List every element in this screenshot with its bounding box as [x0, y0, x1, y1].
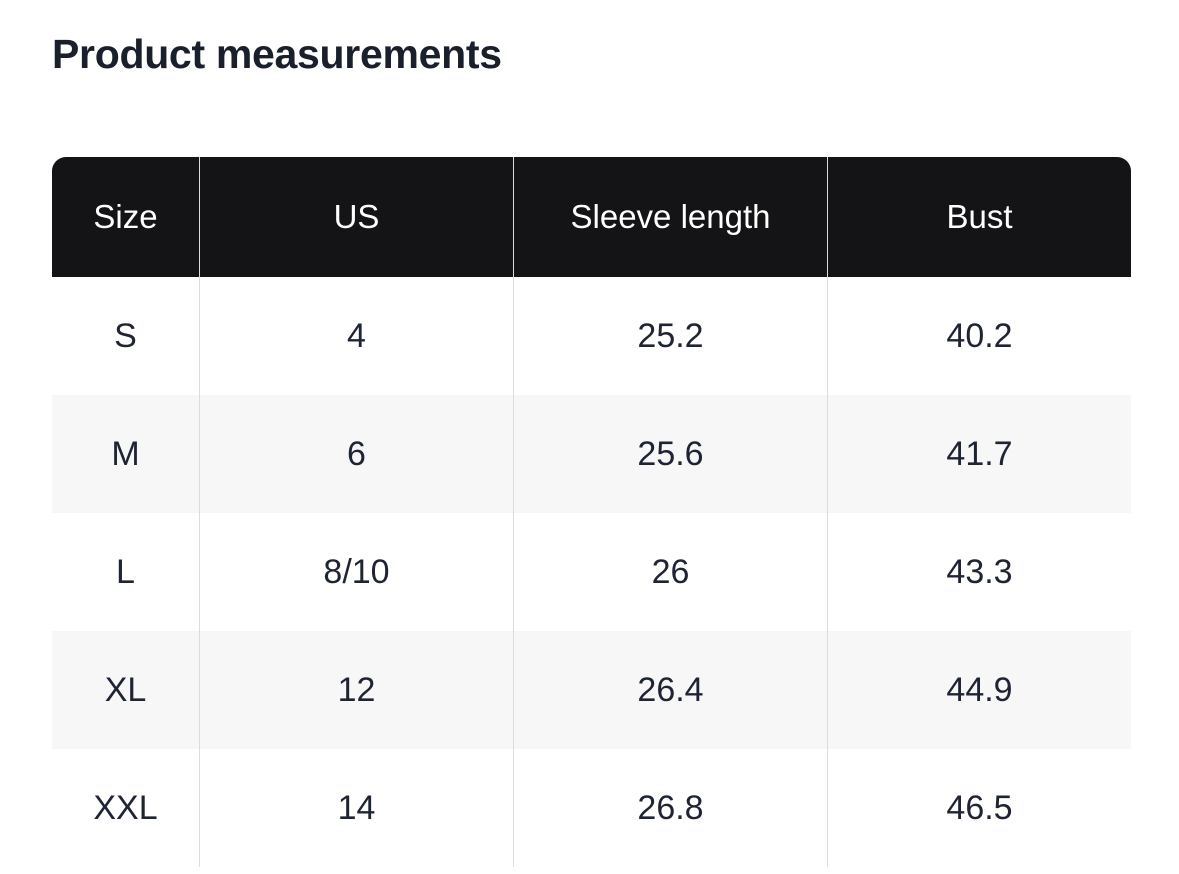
table-cell: 4: [199, 277, 513, 395]
table-cell: 26.8: [513, 749, 827, 867]
table-row: XXL 14 26.8 46.5: [52, 749, 1131, 867]
table-row: XL 12 26.4 44.9: [52, 631, 1131, 749]
column-header-us: US: [199, 157, 513, 277]
page-title: Product measurements: [52, 31, 502, 77]
size-cell: M: [111, 434, 140, 473]
table-cell: 26.4: [513, 631, 827, 749]
table-body: S 4 25.2 40.2 M 6 25.6 41.7 L 8/10 26 43.3 XL 12 26.4 4…: [52, 277, 1131, 867]
table-cell: 6: [199, 395, 513, 513]
table-cell: 44.9: [827, 631, 1131, 749]
table-cell: 25.6: [513, 395, 827, 513]
table-cell: 41.7: [827, 395, 1131, 513]
table-cell: 26: [513, 513, 827, 631]
table-header-row: Size US Sleeve length Bust: [52, 157, 1131, 277]
column-header-bust: Bust: [827, 157, 1131, 277]
size-cell: XL: [104, 670, 147, 709]
size-cell: S: [114, 316, 137, 355]
table-cell: 8/10: [199, 513, 513, 631]
table-row: S 4 25.2 40.2: [52, 277, 1131, 395]
table-row: M 6 25.6 41.7: [52, 395, 1131, 513]
column-header-size: Size: [52, 157, 199, 277]
table-cell: 25.2: [513, 277, 827, 395]
size-cell: XXL: [93, 788, 158, 827]
table-cell: 40.2: [827, 277, 1131, 395]
size-cell: L: [116, 552, 135, 591]
table-cell: 46.5: [827, 749, 1131, 867]
table-cell: 14: [199, 749, 513, 867]
measurements-table-container: Size US Sleeve length Bust S 4 25.2 40.2 M 6 25.6…: [52, 157, 1131, 867]
measurements-table: Size US Sleeve length Bust S 4 25.2 40.2 M 6 25.6…: [52, 157, 1131, 867]
table-row: L 8/10 26 43.3: [52, 513, 1131, 631]
table-cell: 12: [199, 631, 513, 749]
column-header-sleeve-length: Sleeve length: [513, 157, 827, 277]
table-cell: 43.3: [827, 513, 1131, 631]
